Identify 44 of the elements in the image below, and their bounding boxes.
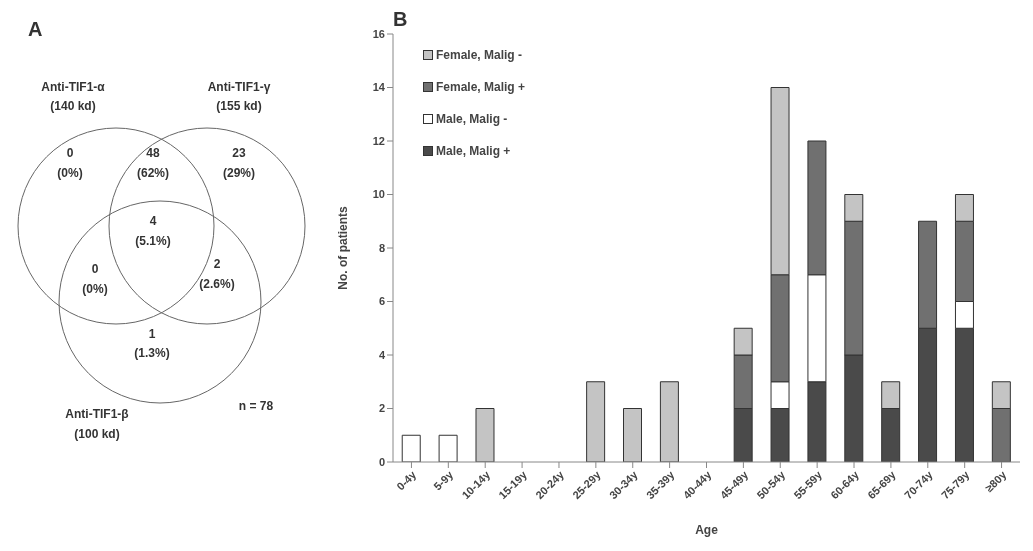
y-tick-label: 6: [378, 295, 385, 308]
text: Anti-TIF1-γ: [207, 80, 271, 94]
text: (0%): [57, 166, 83, 180]
text: (1.3%): [134, 346, 170, 360]
x-axis-title: Age: [695, 523, 719, 537]
text: (155 kd): [216, 99, 262, 113]
legend-label: Male, Malig +: [436, 144, 511, 158]
y-axis-title: No. of patients: [336, 206, 351, 290]
bar: [586, 381, 606, 462]
y-tick-label: 12: [372, 134, 385, 147]
text: 0: [91, 262, 99, 276]
text: (0%): [82, 282, 108, 296]
text: 48: [146, 146, 160, 160]
bar: [659, 381, 679, 462]
text: Anti-TIF1-α: [41, 80, 106, 94]
bar: [475, 408, 495, 462]
bar: [623, 408, 643, 462]
text: (5.1%): [135, 234, 171, 248]
text: (62%): [136, 166, 170, 180]
y-tick-label: 10: [372, 188, 385, 201]
y-tick-label: 4: [378, 348, 386, 361]
text: 0: [66, 146, 74, 160]
text: 4: [149, 214, 157, 228]
bar: [401, 434, 421, 462]
text: (140 kd): [50, 99, 96, 113]
text: (2.6%): [199, 277, 235, 291]
y-tick-label: 8: [378, 241, 385, 254]
text: 23: [232, 146, 246, 160]
text: (29%): [222, 166, 256, 180]
legend-label: Male, Malig -: [436, 112, 508, 126]
legend-label: Female, Malig -: [436, 48, 523, 62]
text: (100 kd): [74, 427, 120, 441]
y-tick-label: 0: [378, 455, 385, 468]
y-tick-label: 16: [372, 27, 385, 40]
chart-title: B: [393, 8, 408, 31]
bar: [438, 434, 458, 462]
text: 2: [213, 257, 221, 271]
y-tick-label: 14: [372, 81, 386, 94]
text: Anti-TIF1-β: [65, 407, 129, 421]
text: A: [28, 18, 43, 40]
legend-label: Female, Malig +: [436, 80, 526, 94]
text: n = 78: [238, 399, 274, 413]
y-tick-label: 2: [378, 402, 385, 415]
text: 1: [148, 327, 156, 341]
